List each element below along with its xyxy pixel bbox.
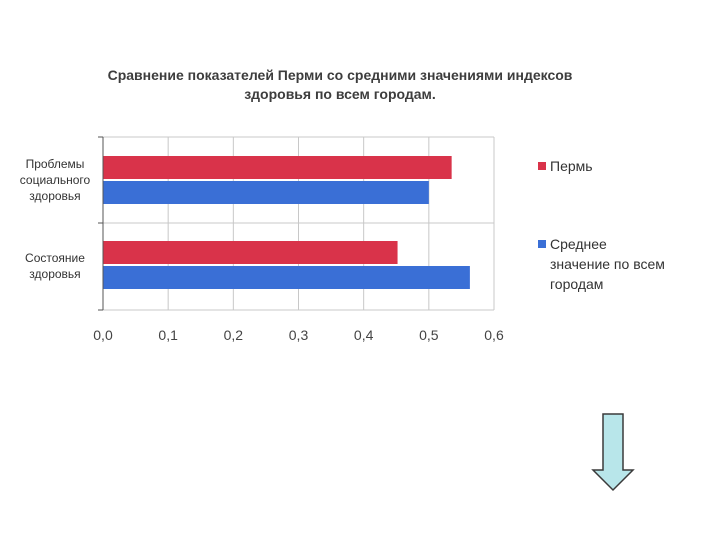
x-tick-label-3: 0,3 xyxy=(289,327,309,343)
chart-title-line-2: здоровья по всем городам. xyxy=(244,86,436,102)
bar-average-1 xyxy=(103,266,470,289)
category-label-social-health: Проблемы социального здоровья xyxy=(19,157,91,203)
down-arrow-icon xyxy=(591,413,635,492)
legend-label-average: Среднее значение по всем городам xyxy=(550,236,665,292)
bar-chart: 0,0 0,1 0,2 0,3 0,4 0,5 0,6 xyxy=(93,136,504,343)
x-tick-label-2: 0,2 xyxy=(224,327,244,343)
legend-swatch-average xyxy=(538,240,546,248)
x-tick-label-6: 0,6 xyxy=(484,327,504,343)
chart-title: Сравнение показателей Перми со средними … xyxy=(60,66,620,104)
x-tick-label-0: 0,0 xyxy=(93,327,113,343)
x-tick-label-5: 0,5 xyxy=(419,327,439,343)
chart-title-line-1: Сравнение показателей Перми со средними … xyxy=(107,67,573,83)
bar-perm-0 xyxy=(103,156,452,179)
legend-label-perm: Пермь xyxy=(550,158,593,174)
legend-swatch-perm xyxy=(538,162,546,170)
x-tick-label-4: 0,4 xyxy=(354,327,374,343)
bar-average-0 xyxy=(103,181,429,204)
bar-perm-1 xyxy=(103,241,398,264)
x-tick-label-1: 0,1 xyxy=(158,327,178,343)
category-label-health-state: Состояние здоровья xyxy=(25,251,85,281)
